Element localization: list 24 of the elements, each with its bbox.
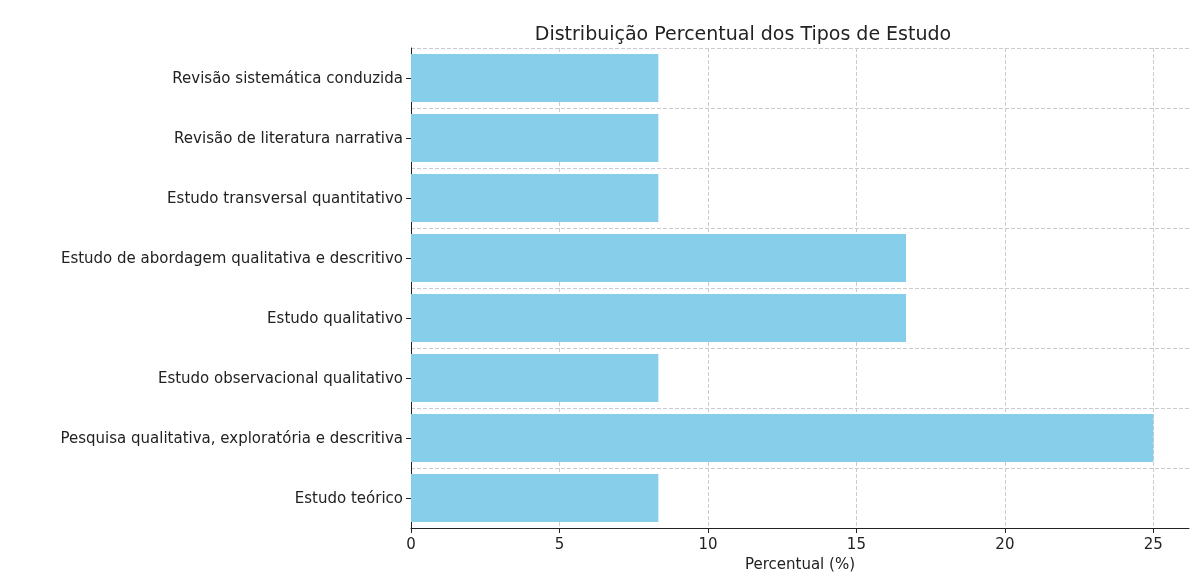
bar [411,474,659,522]
x-tick-label: 10 [698,534,718,553]
y-tick-label: Pesquisa qualitativa, exploratória e descritiva [60,429,403,447]
y-tick-label: Estudo qualitativo [267,309,403,327]
x-tick-label: 20 [995,534,1015,553]
x-axis-title: Percentual (%) [744,554,856,573]
bar [411,354,659,402]
x-tick-label: 25 [1143,534,1163,553]
x-tick-label: 15 [846,534,866,553]
bar [411,234,907,282]
bar [411,294,907,342]
y-tick-label: Revisão de literatura narrativa [174,129,403,147]
x-tick-label: 0 [406,534,416,553]
chart-title: Distribuição Percentual dos Tipos de Estudo [534,21,952,44]
y-tick-label: Estudo de abordagem qualitativa e descritivo [60,249,403,267]
x-tick-label: 5 [554,534,565,553]
y-tick-label: Estudo observacional qualitativo [157,369,403,387]
y-tick-label: Estudo teórico [294,489,403,507]
bar [411,414,1154,462]
bar [411,54,659,102]
y-tick-label: Revisão sistemática conduzida [172,69,403,87]
y-tick-label: Estudo transversal quantitativo [167,189,403,207]
bar [411,114,659,162]
bar [411,174,659,222]
